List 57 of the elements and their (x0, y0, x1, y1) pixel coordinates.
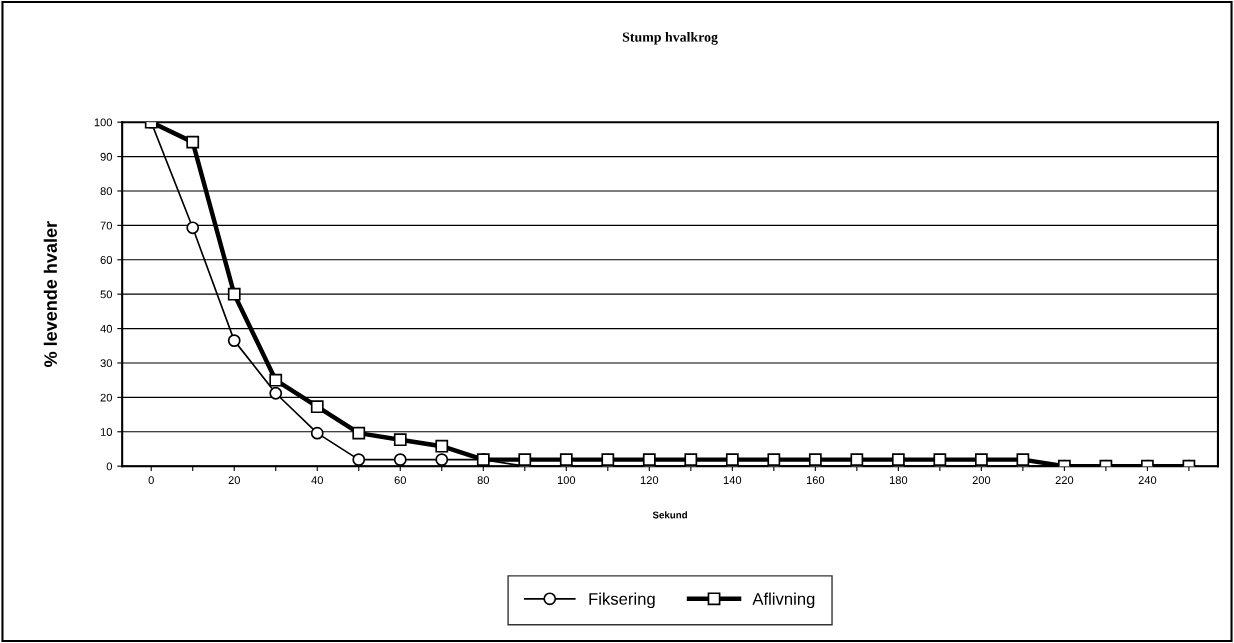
point (559, 453, 573, 467)
point (476, 453, 490, 467)
y-tick-label: 30 (100, 359, 113, 368)
point (310, 400, 324, 414)
x-tick-label: 80 (477, 476, 490, 485)
point (767, 453, 781, 467)
point (850, 453, 864, 467)
point (393, 433, 407, 447)
point (186, 135, 200, 149)
point (435, 439, 449, 453)
x-tick-label: 160 (806, 476, 825, 485)
point (393, 453, 407, 467)
chart-title: Stump hvalkrog (622, 31, 718, 45)
point (601, 453, 615, 467)
y-tick-label: 0 (106, 462, 113, 471)
y-tick-label: 80 (100, 187, 113, 196)
legend-label: Aflivning (752, 592, 815, 609)
x-tick-label: 200 (972, 476, 991, 485)
x-tick-label: 100 (557, 476, 576, 485)
point (891, 453, 905, 467)
x-tick-label: 40 (311, 476, 323, 485)
x-tick-label: 0 (148, 476, 154, 485)
point (227, 334, 241, 348)
point (269, 373, 283, 387)
point (269, 386, 283, 400)
point (642, 453, 656, 467)
x-tick-label: 140 (723, 476, 742, 485)
y-tick-label: 100 (94, 118, 113, 127)
point (435, 453, 449, 467)
y-tick-label: 10 (100, 428, 113, 436)
x-axis-title: Sekund (652, 511, 687, 519)
point (1016, 453, 1030, 467)
point (227, 287, 241, 301)
point (725, 453, 739, 467)
point (808, 453, 822, 467)
point (352, 426, 366, 440)
x-tick-label: 180 (889, 476, 908, 485)
point (352, 453, 366, 467)
point (933, 453, 947, 467)
point (974, 453, 988, 467)
y-axis-title: % levende hvaler (43, 221, 58, 367)
point (310, 426, 324, 440)
x-tick-label: 120 (640, 476, 659, 485)
y-tick-label: 90 (100, 152, 113, 161)
point (518, 453, 532, 467)
y-tick-label: 60 (100, 256, 113, 264)
point (186, 221, 200, 235)
x-tick-label: 220 (1055, 476, 1074, 485)
legend-label: Fiksering (589, 592, 655, 609)
y-tick-label: 50 (100, 290, 113, 299)
x-tick-label: 60 (394, 476, 407, 485)
y-tick-label: 70 (100, 221, 113, 230)
y-tick-label: 20 (100, 393, 113, 402)
x-tick-label: 20 (228, 476, 240, 485)
y-tick-label: 40 (100, 324, 113, 333)
point (684, 453, 698, 467)
x-tick-label: 240 (1138, 476, 1157, 485)
